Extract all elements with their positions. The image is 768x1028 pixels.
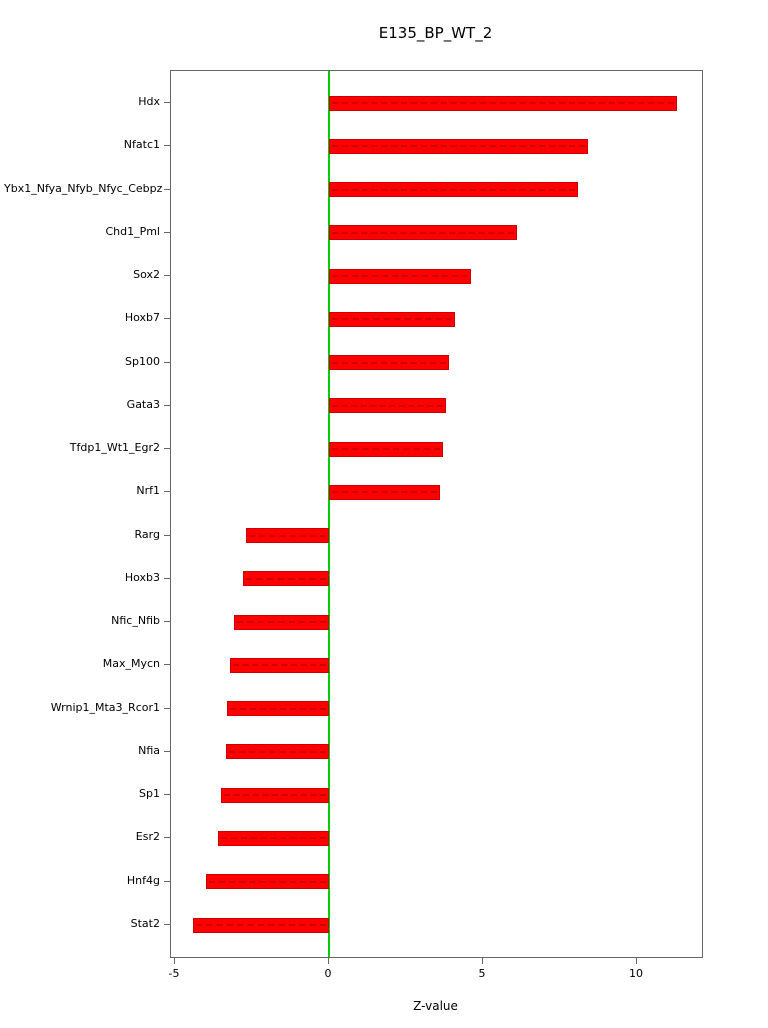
y-category-label: Nfatc1 <box>123 138 160 152</box>
y-category-label: Sp1 <box>139 787 160 801</box>
y-category-label: Esr2 <box>135 830 160 844</box>
y-tick-mark <box>164 188 170 190</box>
bar-stripe <box>221 837 326 840</box>
bar-stripe <box>248 534 326 537</box>
x-tick-label: 10 <box>629 967 643 980</box>
bar <box>205 874 329 890</box>
x-tick-mark <box>636 958 637 964</box>
y-tick-mark <box>164 361 170 363</box>
y-category-label: Hoxb3 <box>124 570 160 584</box>
y-tick-mark <box>164 534 170 536</box>
y-tick-mark <box>164 794 170 796</box>
bar-stripe <box>332 102 675 104</box>
plot-area <box>170 70 703 958</box>
bar-stripe <box>332 231 514 234</box>
y-tick-mark <box>164 664 170 666</box>
bar <box>329 441 443 457</box>
bar <box>329 138 588 154</box>
x-axis-label: Z-value <box>413 999 458 1013</box>
y-category-label: Wrnip1_Mta3_Rcor1 <box>50 700 160 714</box>
bar <box>227 701 329 717</box>
x-tick-label: -5 <box>168 967 180 980</box>
y-category-label: Rarg <box>134 527 160 541</box>
bar <box>329 268 471 284</box>
bar <box>230 657 329 673</box>
zero-reference-line <box>328 71 330 957</box>
bar <box>218 830 329 846</box>
x-tick-label: 5 <box>478 967 486 980</box>
x-tick-mark <box>328 958 329 964</box>
y-category-label: Sp100 <box>125 354 160 368</box>
bar <box>329 311 456 327</box>
x-tick-mark <box>174 958 175 964</box>
y-category-label: Tfdp1_Wt1_Egr2 <box>69 441 160 455</box>
y-category-label: Hdx <box>138 95 160 108</box>
bar-stripe <box>224 794 326 797</box>
bar <box>329 355 450 371</box>
bar-stripe <box>332 318 453 321</box>
y-tick-mark <box>164 621 170 623</box>
y-category-label: Gata3 <box>126 397 160 411</box>
y-category-label: Nfic_Nfib <box>111 614 160 628</box>
y-tick-mark <box>164 404 170 406</box>
bar-stripe <box>233 664 326 667</box>
bar-stripe <box>332 188 576 191</box>
bar-stripe <box>332 448 440 451</box>
bar-stripe <box>332 361 447 364</box>
y-tick-mark <box>164 448 170 450</box>
y-category-label: Hoxb7 <box>124 311 160 325</box>
y-category-label: Nfia <box>138 743 160 757</box>
y-category-label: Hnf4g <box>126 873 160 887</box>
bar <box>221 787 329 803</box>
bar <box>225 744 329 760</box>
y-tick-mark <box>164 231 170 233</box>
y-tick-mark <box>164 837 170 839</box>
y-tick-mark <box>164 318 170 320</box>
y-tick-mark <box>164 880 170 882</box>
y-tick-mark <box>164 924 170 925</box>
bar <box>242 571 329 587</box>
y-tick-mark <box>164 145 170 147</box>
y-tick-mark <box>164 491 170 493</box>
bar-stripe <box>245 577 326 580</box>
y-tick-mark <box>164 707 170 709</box>
y-tick-mark <box>164 577 170 579</box>
bar-stripe <box>332 404 444 407</box>
bar-stripe <box>230 707 326 710</box>
bar-stripe <box>332 275 468 278</box>
y-category-label: Max_Mycn <box>102 657 160 671</box>
bar <box>233 614 329 630</box>
bar-stripe <box>332 491 437 494</box>
y-category-label: Ybx1_Nfya_Nfyb_Nfyc_Cebpz <box>4 181 163 195</box>
bar-stripe <box>228 750 326 753</box>
y-category-label: Chd1_Pml <box>105 224 160 238</box>
y-tick-mark <box>164 275 170 277</box>
bar <box>329 398 447 414</box>
x-tick-mark <box>482 958 483 964</box>
y-tick-mark <box>164 750 170 752</box>
bar <box>245 528 329 544</box>
bar <box>193 917 329 933</box>
bar-stripe <box>196 924 326 926</box>
bar-stripe <box>332 145 585 148</box>
bar <box>329 484 440 500</box>
bar-stripe <box>236 621 326 624</box>
y-category-label: Sox2 <box>133 268 160 282</box>
y-tick-mark <box>164 102 170 103</box>
bar <box>329 95 678 111</box>
bar-stripe <box>208 880 326 883</box>
x-tick-label: 0 <box>324 967 332 980</box>
y-category-label: Nrf1 <box>136 484 160 498</box>
chart-title: E135_BP_WT_2 <box>378 24 493 42</box>
bar <box>329 182 579 198</box>
bar <box>329 225 517 241</box>
y-category-label: Stat2 <box>130 917 160 930</box>
